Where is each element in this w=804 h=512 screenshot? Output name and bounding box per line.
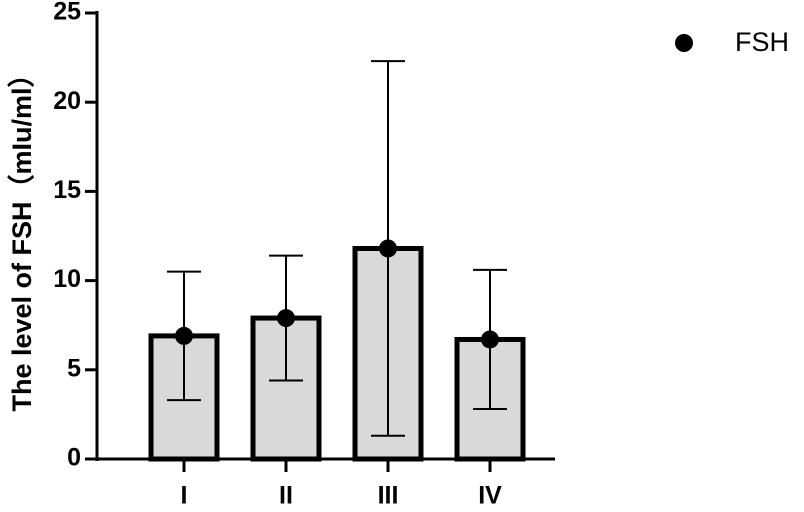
data-point — [277, 309, 295, 328]
data-point — [481, 330, 499, 349]
y-tick-label: 5 — [67, 354, 81, 382]
data-point — [379, 239, 397, 258]
y-axis-label: The level of FSH（mIu/ml） — [7, 60, 37, 411]
x-tick-label: II — [279, 482, 293, 510]
x-tick-label: III — [378, 482, 399, 510]
data-point — [175, 326, 193, 345]
y-tick-label: 20 — [53, 87, 81, 115]
y-tick-label: 15 — [53, 176, 81, 204]
y-tick-label: 0 — [67, 444, 81, 472]
y-tick-label: 10 — [53, 265, 81, 293]
y-tick-label: 25 — [53, 0, 81, 26]
x-tick-label: IV — [478, 482, 502, 510]
legend-label: FSH — [735, 27, 789, 57]
legend-marker — [675, 34, 693, 52]
x-tick-label: I — [181, 482, 188, 510]
